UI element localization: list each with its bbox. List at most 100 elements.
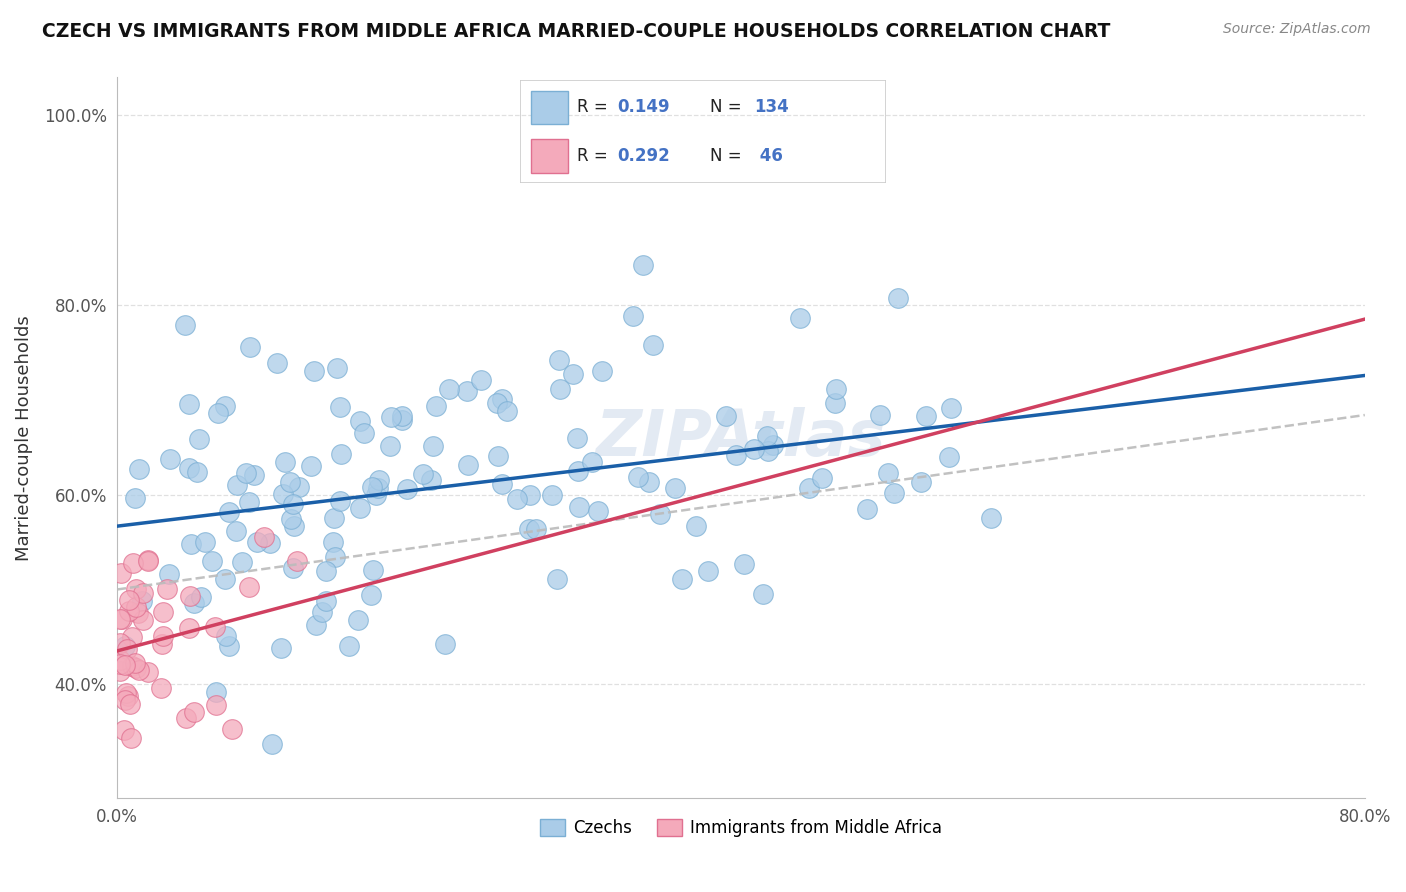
Point xyxy=(186,465,208,479)
Point xyxy=(118,593,141,607)
Point xyxy=(150,636,173,650)
Point xyxy=(287,554,309,568)
Point xyxy=(235,467,257,481)
Point xyxy=(877,466,900,480)
Point xyxy=(177,397,200,411)
Point xyxy=(243,468,266,483)
Point xyxy=(131,594,153,608)
Point xyxy=(205,698,228,712)
Point xyxy=(811,471,834,485)
Point xyxy=(180,537,202,551)
Point xyxy=(110,566,132,580)
Point xyxy=(138,665,160,679)
Point xyxy=(380,410,402,425)
Point xyxy=(434,637,457,651)
Point xyxy=(114,658,136,673)
Point xyxy=(214,572,236,586)
Point xyxy=(363,564,385,578)
Point xyxy=(225,524,247,538)
Point xyxy=(207,407,229,421)
Point xyxy=(238,495,260,509)
Point xyxy=(283,519,305,533)
Text: 0.149: 0.149 xyxy=(617,98,669,117)
Point xyxy=(174,318,197,332)
Point xyxy=(519,488,541,502)
Point xyxy=(315,564,337,578)
Point xyxy=(685,519,707,533)
Point xyxy=(120,697,142,711)
Point xyxy=(179,589,201,603)
Point xyxy=(353,425,375,440)
Point xyxy=(519,522,541,536)
Point xyxy=(360,481,382,495)
Point xyxy=(115,641,138,656)
Text: 134: 134 xyxy=(754,98,789,117)
Point xyxy=(561,367,583,381)
Point xyxy=(149,681,172,696)
Point xyxy=(887,292,910,306)
Point xyxy=(128,664,150,678)
Point xyxy=(114,686,136,700)
Point xyxy=(122,556,145,570)
Point xyxy=(125,582,148,596)
Point xyxy=(939,401,962,415)
Point xyxy=(110,657,132,671)
Point xyxy=(491,392,513,407)
Point xyxy=(548,353,571,368)
Text: 46: 46 xyxy=(754,147,783,165)
Point xyxy=(505,492,527,507)
Point xyxy=(174,711,197,725)
Point xyxy=(108,653,131,667)
Point xyxy=(641,338,664,352)
Point xyxy=(789,311,811,326)
Point xyxy=(136,553,159,567)
Point xyxy=(124,656,146,670)
Point xyxy=(567,430,589,444)
Point xyxy=(762,438,785,452)
Point xyxy=(266,356,288,370)
Point xyxy=(218,505,240,519)
Point xyxy=(121,630,143,644)
Text: R =: R = xyxy=(576,147,613,165)
Point xyxy=(391,409,413,424)
Point xyxy=(714,409,737,424)
Point xyxy=(588,504,610,518)
Point xyxy=(495,404,517,418)
Point xyxy=(567,464,589,478)
Point xyxy=(205,685,228,699)
Point xyxy=(238,580,260,594)
Legend: Czechs, Immigrants from Middle Africa: Czechs, Immigrants from Middle Africa xyxy=(533,813,949,844)
Point xyxy=(253,530,276,544)
Point xyxy=(322,534,344,549)
Point xyxy=(204,620,226,634)
Point xyxy=(485,396,508,410)
Point xyxy=(299,459,322,474)
Point xyxy=(457,458,479,472)
Point xyxy=(671,572,693,586)
Point xyxy=(190,591,212,605)
Point xyxy=(152,629,174,643)
Point xyxy=(550,382,572,396)
Point xyxy=(214,399,236,413)
Point xyxy=(856,501,879,516)
Point xyxy=(368,473,391,487)
Point xyxy=(422,439,444,453)
Point xyxy=(491,477,513,491)
Point xyxy=(159,452,181,467)
Point xyxy=(910,475,932,489)
Text: CZECH VS IMMIGRANTS FROM MIDDLE AFRICA MARRIED-COUPLE HOUSEHOLDS CORRELATION CHA: CZECH VS IMMIGRANTS FROM MIDDLE AFRICA M… xyxy=(42,22,1111,41)
Point xyxy=(883,486,905,500)
Point xyxy=(329,400,352,414)
Point xyxy=(337,640,360,654)
Point xyxy=(568,500,591,514)
Point xyxy=(127,607,149,621)
Point xyxy=(179,461,201,475)
Point xyxy=(157,566,180,581)
Point xyxy=(128,462,150,476)
Point xyxy=(650,508,672,522)
Point xyxy=(118,604,141,618)
Point xyxy=(439,382,461,396)
Point xyxy=(419,474,441,488)
Point xyxy=(546,572,568,586)
Point xyxy=(581,455,603,469)
